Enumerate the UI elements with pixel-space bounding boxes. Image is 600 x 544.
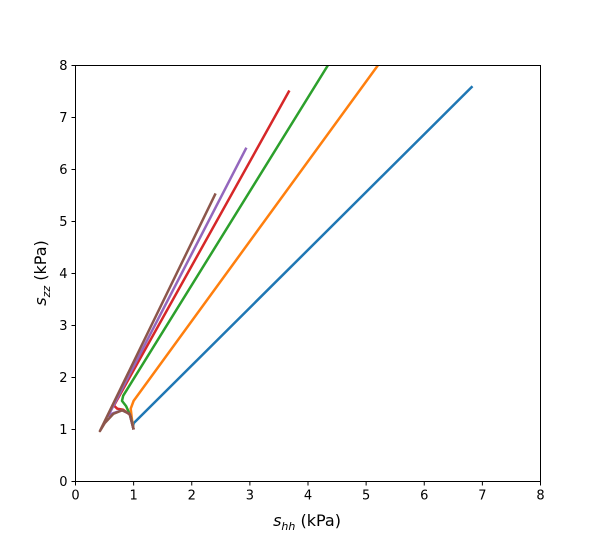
x-tick-label: 5 — [362, 489, 370, 504]
y-tick-label: 2 — [59, 371, 67, 386]
series-line-2 — [129, 65, 379, 430]
y-tick-label: 0 — [59, 475, 67, 490]
y-axis-label: szz (kPa) — [31, 240, 53, 305]
x-axis: 0 1 2 3 4 5 6 7 8 — [71, 481, 545, 504]
series-line-4 — [112, 89, 291, 430]
x-tick-label: 4 — [304, 489, 312, 504]
y-tick-label: 8 — [59, 59, 67, 74]
y-tick-label: 7 — [59, 111, 67, 126]
x-tick-label: 3 — [246, 489, 254, 504]
x-axis-label: shh (kPa) — [273, 511, 341, 533]
series-line-6 — [98, 192, 217, 433]
x-tick-label: 6 — [420, 489, 428, 504]
x-tick-label: 8 — [536, 489, 544, 504]
y-tick-label: 4 — [59, 267, 67, 282]
y-tick-label: 6 — [59, 163, 67, 178]
plot-frame — [75, 65, 541, 482]
y-tick-label: 1 — [59, 423, 67, 438]
x-tick-label: 0 — [71, 489, 79, 504]
x-tick-label: 2 — [188, 489, 196, 504]
series-layer — [98, 65, 474, 433]
x-tick-label: 7 — [478, 489, 486, 504]
x-tick-label: 1 — [129, 489, 137, 504]
y-axis: 0 1 2 3 4 5 6 7 8 — [59, 59, 76, 490]
y-tick-label: 5 — [59, 215, 67, 230]
y-tick-label: 3 — [59, 319, 67, 334]
